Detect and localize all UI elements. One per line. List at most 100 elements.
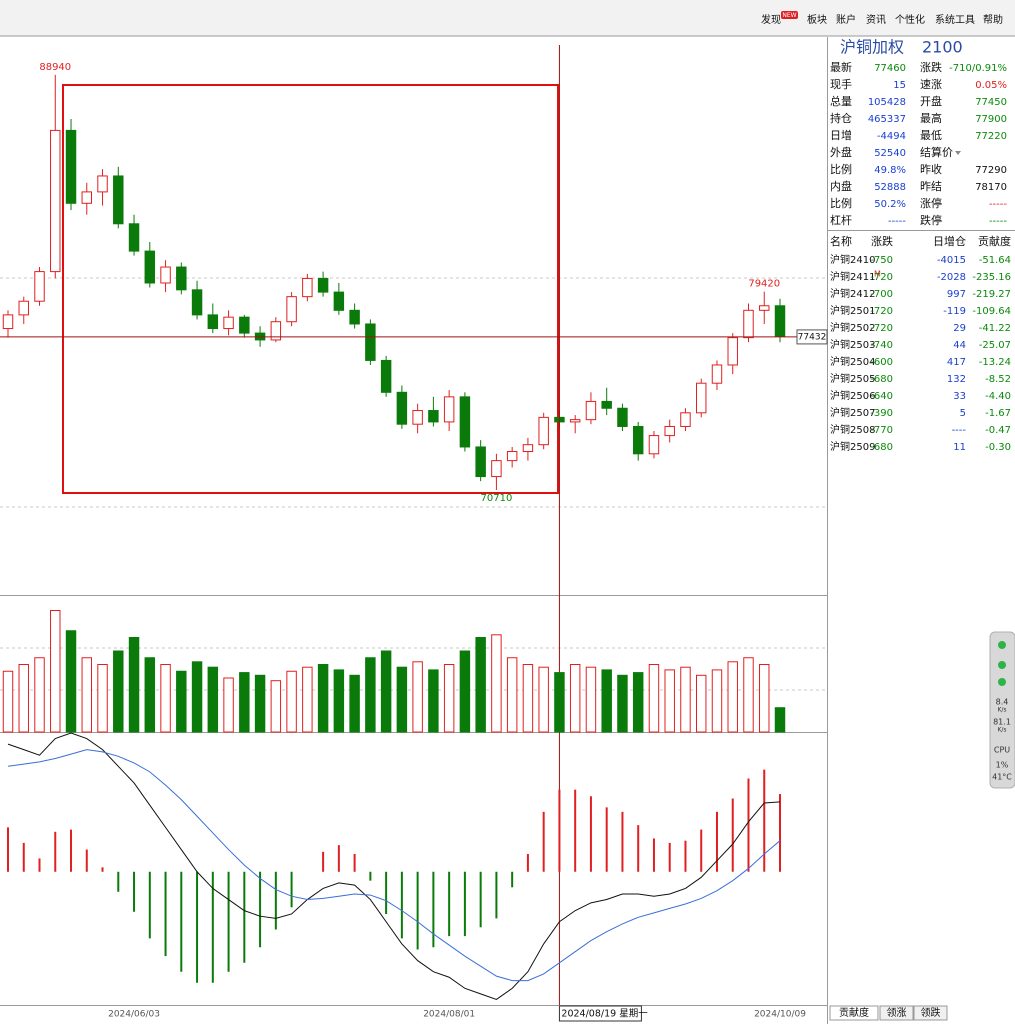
menu-item[interactable]: 系统工具 xyxy=(935,13,975,26)
candle-body xyxy=(128,223,140,252)
contract-change: -770 xyxy=(870,425,893,436)
candle-body xyxy=(365,323,376,361)
menu-item[interactable]: 板块 xyxy=(807,13,827,26)
quote-label: 开盘 xyxy=(920,94,942,108)
contract-contribution: -0.30 xyxy=(985,442,1011,453)
contract-name[interactable]: 沪铜2503 xyxy=(830,338,875,351)
menu-bar xyxy=(0,0,1015,36)
contract-name[interactable]: 沪铜2501 xyxy=(830,304,875,317)
contract-name[interactable]: 沪铜2410 xyxy=(830,253,875,266)
volume-bar xyxy=(774,707,786,733)
contract-contribution: -13.24 xyxy=(979,357,1011,368)
candle-body xyxy=(144,250,156,284)
quote-label: 跌停 xyxy=(920,213,942,227)
contract-name[interactable]: 沪铜2411 xyxy=(830,270,875,283)
column-header: 名称 xyxy=(830,234,852,248)
quote-label: 速涨 xyxy=(920,78,942,91)
volume-bar xyxy=(18,664,29,733)
candle-body xyxy=(538,416,549,446)
contract-contribution: -51.64 xyxy=(979,255,1011,266)
x-tick-label: 2024/08/19 星期一 xyxy=(561,1009,648,1020)
volume-bar xyxy=(302,666,313,733)
contract-name[interactable]: 沪铜2412 xyxy=(830,287,875,300)
candle-body xyxy=(617,407,628,427)
menu-item[interactable]: 账户 xyxy=(836,13,856,26)
quote-label: 昨收 xyxy=(920,162,942,176)
dropdown-arrow[interactable] xyxy=(955,151,961,155)
contract-name[interactable]: 沪铜2502 xyxy=(830,321,875,334)
volume-bar xyxy=(65,630,77,733)
volume-bar xyxy=(144,657,156,733)
volume-bar xyxy=(664,669,675,733)
contract-change: -680 xyxy=(870,442,893,453)
volume-bar xyxy=(191,661,203,733)
price-tag-bg xyxy=(796,329,828,345)
tab-bg[interactable] xyxy=(879,1005,914,1021)
volume-bar xyxy=(648,664,660,733)
volume-bar xyxy=(538,666,549,733)
candle-body xyxy=(81,191,93,204)
quote-value: 77290 xyxy=(975,165,1007,176)
candle-body xyxy=(428,410,439,423)
quote-label: 日增 xyxy=(830,128,852,142)
contract-name[interactable]: 沪铜2506 xyxy=(830,389,875,402)
candle-body xyxy=(727,337,738,366)
candle-body xyxy=(286,296,297,323)
contract-contribution: -219.27 xyxy=(972,289,1011,300)
volume-bar xyxy=(695,674,707,733)
volume-bar xyxy=(97,664,108,733)
volume-bar xyxy=(349,674,360,733)
price-tag: 77432 xyxy=(798,332,827,342)
volume-bar xyxy=(239,672,250,733)
contract-contribution: -4.40 xyxy=(985,391,1011,402)
volume-bar xyxy=(113,650,124,733)
contract-change: -680 xyxy=(870,374,893,385)
tab[interactable]: 领跌 xyxy=(921,1006,941,1019)
candle-body xyxy=(50,129,61,273)
volume-bar xyxy=(743,657,754,733)
contract-name[interactable]: 沪铜2509 xyxy=(830,440,875,453)
chart: 88940 79420 70710 77432 2024/06/03 2024/08/01… xyxy=(0,45,828,1022)
contract-name[interactable]: 沪铜2508 xyxy=(830,423,875,436)
quote-label: 涨跌 xyxy=(920,60,942,74)
low-label: 70710 xyxy=(481,493,513,504)
contract-flag: M xyxy=(874,270,881,279)
volume-bar xyxy=(176,670,187,733)
tab-bg[interactable] xyxy=(913,1005,948,1021)
contract-name[interactable]: 沪铜2507 xyxy=(830,406,875,419)
contract-oi-change: 132 xyxy=(947,374,966,385)
tab[interactable]: 领涨 xyxy=(887,1006,907,1019)
quote-label: 最新 xyxy=(830,60,852,74)
menu-item[interactable]: 发现 xyxy=(761,13,781,26)
candle-body xyxy=(97,175,108,193)
tab[interactable]: 贡献度 xyxy=(839,1006,869,1019)
contract-name[interactable]: 沪铜2504 xyxy=(830,355,875,368)
contract-contribution: -41.22 xyxy=(979,323,1011,334)
candle-body xyxy=(664,425,675,437)
candle-body xyxy=(317,277,329,293)
menu-item[interactable]: 个性化 xyxy=(895,13,925,26)
column-header: 涨跌 xyxy=(871,234,893,248)
volume-bar xyxy=(569,664,581,733)
high-label: 88940 xyxy=(39,62,71,73)
quote-value: 77450 xyxy=(975,97,1007,108)
x-tick-label: 2024/08/01 xyxy=(423,1010,475,1020)
candle-body xyxy=(349,309,360,325)
volume-bar xyxy=(317,664,329,733)
candle-body xyxy=(412,410,423,425)
selection-box xyxy=(62,84,559,494)
candle-body xyxy=(191,289,203,316)
badge: NEW xyxy=(782,12,796,19)
contract-change: -750 xyxy=(870,255,893,266)
menu-item[interactable]: 帮助 xyxy=(983,13,1003,26)
candle-body xyxy=(601,400,612,409)
contract-name[interactable]: 沪铜2505 xyxy=(830,372,875,385)
x-tick-label: 2024/06/03 xyxy=(108,1010,160,1020)
tab-bg[interactable] xyxy=(829,1005,879,1021)
menu-item[interactable]: 资讯 xyxy=(866,14,886,26)
volume-bar xyxy=(333,669,345,733)
candle-body xyxy=(2,314,14,330)
contract-oi-change: -4015 xyxy=(937,255,966,266)
status-text: CPU xyxy=(994,746,1010,755)
contract-change: -720 xyxy=(870,306,893,317)
